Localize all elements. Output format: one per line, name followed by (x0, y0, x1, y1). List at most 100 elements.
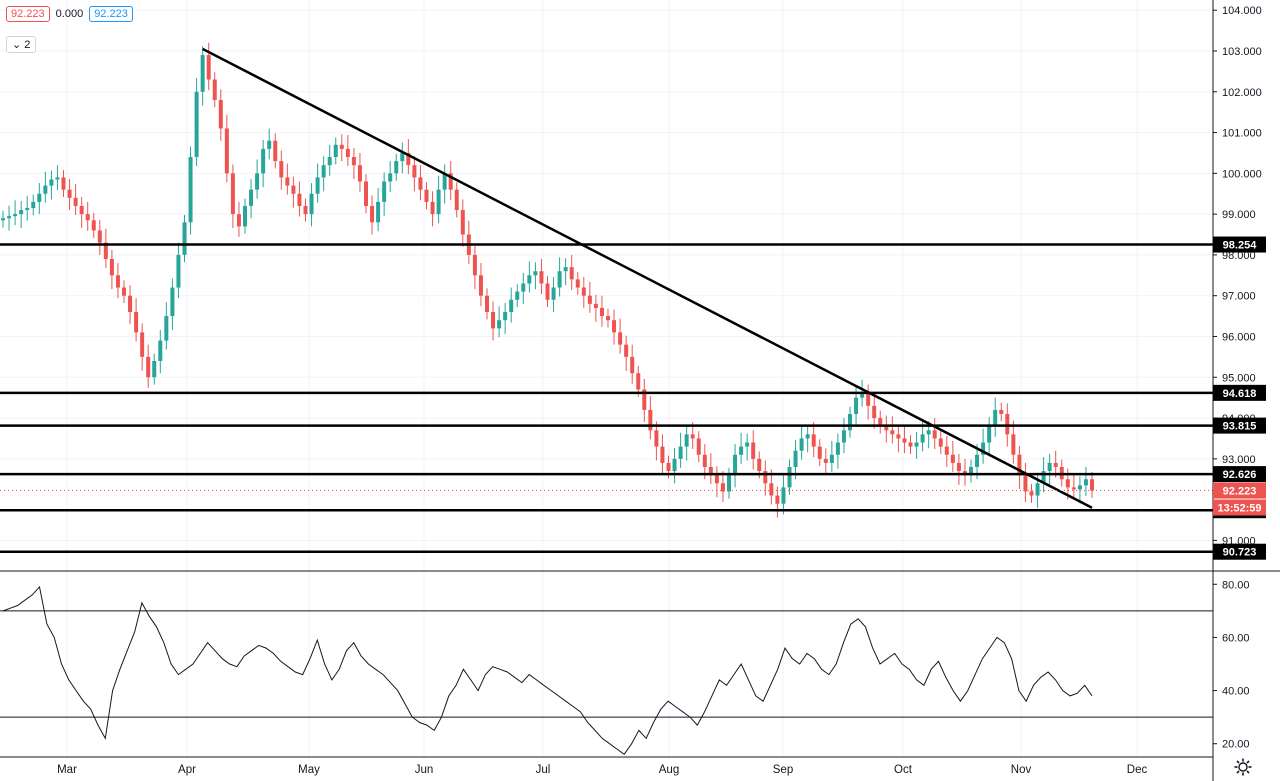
candle-body (745, 442, 750, 447)
candle-body (769, 483, 774, 496)
candle-body (267, 140, 272, 149)
candle-body (85, 214, 90, 221)
candle-body (521, 283, 526, 292)
candle-body (569, 267, 574, 280)
candle-body (981, 442, 986, 455)
candle-body (612, 320, 617, 333)
time-axis-label: Dec (1127, 764, 1148, 776)
candle-body (1023, 475, 1028, 492)
candle-body (926, 430, 931, 435)
candle-body (944, 446, 949, 455)
candle-body (176, 254, 181, 288)
candle-body (339, 144, 344, 149)
candle-body (1090, 479, 1094, 491)
candle-body (902, 438, 907, 443)
candle-body (799, 438, 804, 451)
candle-body (31, 201, 36, 209)
price-tick-label: 99.000 (1222, 209, 1256, 221)
legend-value-3: 92.223 (89, 6, 133, 22)
candle-body (993, 409, 998, 427)
time-axis-label: Jun (415, 764, 434, 776)
candle-body (811, 434, 816, 447)
candle-body (303, 205, 308, 215)
candle-body (636, 373, 641, 390)
candle-body (829, 454, 834, 463)
candle-body (654, 430, 659, 447)
rsi-tick-label: 20.00 (1222, 739, 1250, 751)
candle-body (1017, 454, 1022, 476)
candle-body (860, 393, 865, 398)
candle-body (727, 475, 731, 492)
candle-body (872, 405, 877, 419)
level-price-tag-bg (1213, 236, 1266, 253)
level-price-tag: 93.815 (1223, 421, 1257, 433)
candle-body (478, 275, 483, 296)
legend-value-1: 92.223 (6, 6, 50, 22)
candle-body (702, 454, 707, 467)
candle-body (134, 312, 139, 333)
trend-line (202, 47, 1093, 509)
candle-body (527, 275, 532, 284)
candle-body (660, 446, 665, 463)
candle-body (1047, 462, 1052, 472)
rsi-tick-label: 80.00 (1222, 579, 1250, 591)
candle-body (599, 307, 604, 317)
candle-body (896, 434, 901, 439)
candle-body (388, 173, 393, 182)
candle-body (1071, 487, 1076, 490)
candle-body (714, 475, 719, 484)
level-price-tag: 92.626 (1223, 469, 1257, 481)
candle-body (1011, 434, 1016, 455)
candle-body (200, 55, 205, 92)
candle-body (1053, 462, 1058, 467)
candle-body (624, 344, 629, 357)
gear-icon[interactable] (1233, 757, 1253, 777)
candle-body (315, 177, 320, 194)
candle-body (297, 193, 302, 206)
candle-body (236, 214, 241, 227)
level-price-tag-bg (1213, 384, 1266, 401)
candle-body (43, 185, 48, 194)
candle-body (382, 181, 387, 202)
candle-body (805, 434, 810, 439)
candle-body (255, 173, 260, 190)
candle-body (370, 205, 375, 223)
time-axis-label: May (298, 764, 320, 776)
candle-body (122, 287, 126, 296)
time-axis-label: Aug (659, 764, 679, 776)
candle-body (987, 426, 992, 443)
candle-body (950, 454, 955, 463)
indicator-count: 2 (24, 39, 31, 51)
candle-body (412, 165, 417, 178)
candle-body (491, 312, 496, 329)
candle-body (61, 177, 66, 190)
candle-body (321, 165, 326, 178)
candle-body (442, 173, 447, 190)
level-price-tag-bg (1213, 466, 1266, 483)
candle-body (763, 471, 768, 484)
candle-body (539, 271, 544, 284)
candle-body (975, 454, 980, 467)
candle-body (194, 91, 199, 158)
candle-body (854, 397, 859, 414)
candle-body (878, 418, 883, 427)
candle-body (67, 189, 72, 198)
collapse-indicators-button[interactable]: ⌄ 2 (6, 36, 37, 53)
candle-body (345, 148, 350, 158)
candle-body (13, 214, 18, 217)
candle-body (400, 152, 405, 162)
candle-body (563, 267, 568, 272)
candle-body (285, 177, 290, 186)
candle-body (932, 430, 937, 439)
candle-body (999, 409, 1004, 414)
candle-body (1077, 485, 1082, 490)
candle-body (128, 295, 133, 313)
candle-body (739, 446, 744, 455)
candle-body (630, 356, 635, 374)
candle-body (224, 128, 229, 174)
price-tick-label: 97.000 (1222, 291, 1256, 303)
price-tick-label: 96.000 (1222, 331, 1256, 343)
candle-body (581, 287, 586, 296)
candle-body (261, 148, 266, 174)
